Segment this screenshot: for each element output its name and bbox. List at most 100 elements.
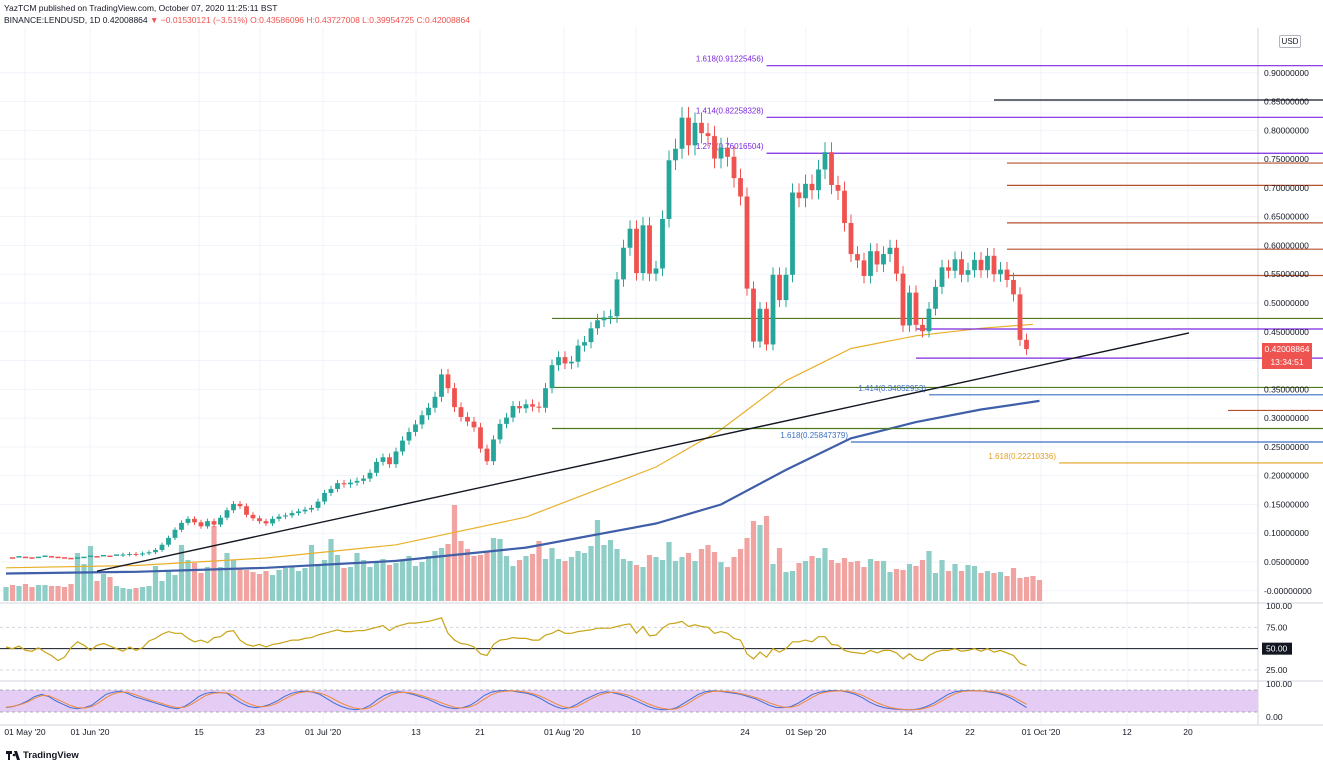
volume-bar [770,564,776,601]
candle-body [237,503,243,507]
tradingview-icon [6,750,20,760]
volume-bar [880,561,887,601]
volume-bar [939,560,945,601]
volume-bar [861,567,867,601]
volume-bar [971,566,978,601]
candle-body [543,388,548,408]
fib-level-label: 1.414(0.34052953) [858,384,926,393]
candle-body [302,509,308,512]
candle-body [751,288,756,342]
volume-bar [594,520,601,601]
candle-body [686,117,691,146]
candle-body [907,292,912,326]
candle-body [692,122,698,146]
volume-bar [159,581,165,601]
volume-bar [152,566,159,601]
time-tick-label: 22 [965,727,975,737]
time-tick-label: 01 Jul '20 [305,727,341,737]
candle-body [666,160,672,219]
candle-body [497,423,503,440]
time-tick-label: 01 Aug '20 [544,727,584,737]
candle-body [211,521,217,525]
volume-bar [464,549,471,601]
fib-level-label: 1.618(0.22210336) [988,452,1056,461]
candle-body [309,507,314,510]
time-axis: 01 May '20 01 Jun '20 15 23 01 Jul '20 13 21 01… [4,727,1193,737]
volume-bar [35,585,42,601]
volume-bar [731,557,737,601]
moving-average-line [5,323,1034,569]
candle-body [874,251,880,265]
volume-bar [146,586,152,601]
volume-bar [542,559,549,601]
volume-bar [1036,580,1043,601]
candle-body [809,183,815,191]
candle-body [920,324,925,332]
candle-body [322,492,327,502]
price-tick-label: 0.15000000 [1264,499,1309,509]
candle-body [127,553,132,555]
candle-body [718,147,724,159]
candle-body [614,279,620,317]
price-tick-label: 0.45000000 [1264,327,1309,337]
candle-body [634,228,639,274]
volume-bar [575,551,581,601]
volume-bar [276,570,282,601]
candle-body [452,388,457,408]
candle-body [965,270,971,275]
volume-bar [399,560,406,601]
volume-bar [243,570,250,601]
volume-bar [100,574,107,601]
price-tick-label: 0.35000000 [1264,384,1309,394]
volume-bar [425,556,432,601]
volume-bar [107,577,113,601]
currency-label[interactable]: USD [1279,35,1301,48]
volume-bar [516,560,523,601]
volume-bar [666,542,672,601]
candle-body [757,308,763,342]
volume-bar [867,559,874,601]
rsi-level-label: 50.00 [1266,644,1288,654]
volume-bar [724,567,731,601]
volume-bar [55,586,61,601]
candle-body [510,406,516,418]
ohlc-values: O:0.43586096 H:0.43727008 L:0.39954725 C… [250,15,470,25]
price-tick-label: 0.80000000 [1264,125,1309,135]
candle-body [881,254,886,265]
volume-bar [412,566,419,601]
candle-body [868,251,873,276]
time-tick-label: 14 [903,727,913,737]
volume-bar [419,562,425,601]
candle-body [328,488,334,493]
volume-bar [172,575,178,601]
candle-body [575,345,581,362]
candle-body [315,501,321,508]
candle-body [179,522,184,530]
volume-bar [679,557,685,601]
price-tick-label: 0.85000000 [1264,97,1309,107]
tradingview-logo[interactable]: TradingView [6,750,79,761]
candle-body [790,192,795,275]
rsi-tick-label: 25.00 [1266,665,1288,675]
volume-bar [360,560,367,601]
volume-bar [815,558,822,601]
volume-bar [204,567,211,601]
candle-body [133,553,139,555]
volume-bar [991,573,997,601]
volume-bar [640,567,646,601]
candle-body [198,522,204,527]
fib-level-label: 1.618(0.91225456) [696,55,764,64]
volume-bar [256,574,263,601]
volume-bar [705,545,711,601]
volume-bar [783,572,789,601]
volume-bar [61,587,68,601]
volume-bar [750,521,757,601]
trendline-line [96,332,1190,572]
candle-body [419,415,425,425]
volume-bar [620,559,627,601]
volume-bar [646,555,653,601]
candle-body [673,148,678,161]
candle-body [861,260,867,276]
candle-body [491,439,496,462]
